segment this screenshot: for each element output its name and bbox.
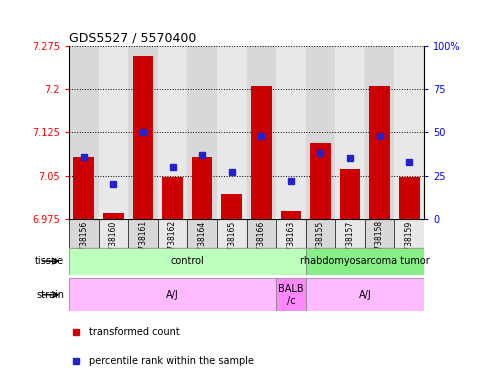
Bar bbox=[306, 248, 424, 275]
Bar bbox=[158, 219, 187, 248]
Text: GDS5527 / 5570400: GDS5527 / 5570400 bbox=[69, 32, 196, 45]
Text: GSM738160: GSM738160 bbox=[109, 220, 118, 266]
Bar bbox=[276, 219, 306, 248]
Text: BALB
/c: BALB /c bbox=[278, 284, 304, 306]
Bar bbox=[103, 213, 124, 219]
Text: GSM738155: GSM738155 bbox=[316, 220, 325, 266]
Bar bbox=[306, 219, 335, 248]
Bar bbox=[335, 46, 365, 219]
Bar bbox=[306, 46, 335, 219]
Bar bbox=[246, 46, 276, 219]
Bar bbox=[399, 177, 420, 219]
Text: A/J: A/J bbox=[166, 290, 179, 300]
Text: GSM738159: GSM738159 bbox=[405, 220, 414, 266]
Bar bbox=[281, 211, 301, 219]
Text: GSM738166: GSM738166 bbox=[257, 220, 266, 266]
Text: tissue: tissue bbox=[35, 256, 64, 266]
Text: GSM738162: GSM738162 bbox=[168, 220, 177, 266]
Text: rhabdomyosarcoma tumor: rhabdomyosarcoma tumor bbox=[300, 256, 430, 266]
Bar bbox=[217, 46, 246, 219]
Text: GSM738161: GSM738161 bbox=[139, 220, 147, 266]
Bar bbox=[276, 46, 306, 219]
Text: GSM738163: GSM738163 bbox=[286, 220, 295, 266]
Bar bbox=[221, 194, 242, 219]
Text: percentile rank within the sample: percentile rank within the sample bbox=[89, 356, 253, 366]
Bar bbox=[276, 278, 306, 311]
Text: transformed count: transformed count bbox=[89, 327, 179, 337]
Bar bbox=[69, 248, 306, 275]
Bar bbox=[99, 46, 128, 219]
Text: strain: strain bbox=[36, 290, 64, 300]
Bar bbox=[69, 46, 99, 219]
Text: GSM738165: GSM738165 bbox=[227, 220, 236, 266]
Bar bbox=[69, 278, 276, 311]
Bar bbox=[365, 46, 394, 219]
Bar bbox=[251, 86, 272, 219]
Bar bbox=[340, 169, 360, 219]
Text: GSM738164: GSM738164 bbox=[198, 220, 207, 266]
Bar bbox=[246, 219, 276, 248]
Bar bbox=[306, 278, 424, 311]
Bar bbox=[394, 219, 424, 248]
Bar bbox=[128, 219, 158, 248]
Bar bbox=[128, 46, 158, 219]
Bar bbox=[187, 219, 217, 248]
Text: control: control bbox=[171, 256, 204, 266]
Text: A/J: A/J bbox=[358, 290, 371, 300]
Bar bbox=[187, 46, 217, 219]
Bar bbox=[310, 143, 331, 219]
Bar bbox=[158, 46, 187, 219]
Bar bbox=[217, 219, 246, 248]
Text: GSM738158: GSM738158 bbox=[375, 220, 384, 266]
Bar bbox=[365, 219, 394, 248]
Bar bbox=[369, 86, 390, 219]
Bar bbox=[133, 56, 153, 219]
Bar bbox=[69, 219, 99, 248]
Text: GSM738156: GSM738156 bbox=[79, 220, 88, 266]
Text: GSM738157: GSM738157 bbox=[346, 220, 354, 266]
Bar bbox=[192, 157, 212, 219]
Bar bbox=[162, 177, 183, 219]
Bar bbox=[394, 46, 424, 219]
Bar bbox=[335, 219, 365, 248]
Bar bbox=[99, 219, 128, 248]
Bar bbox=[73, 157, 94, 219]
